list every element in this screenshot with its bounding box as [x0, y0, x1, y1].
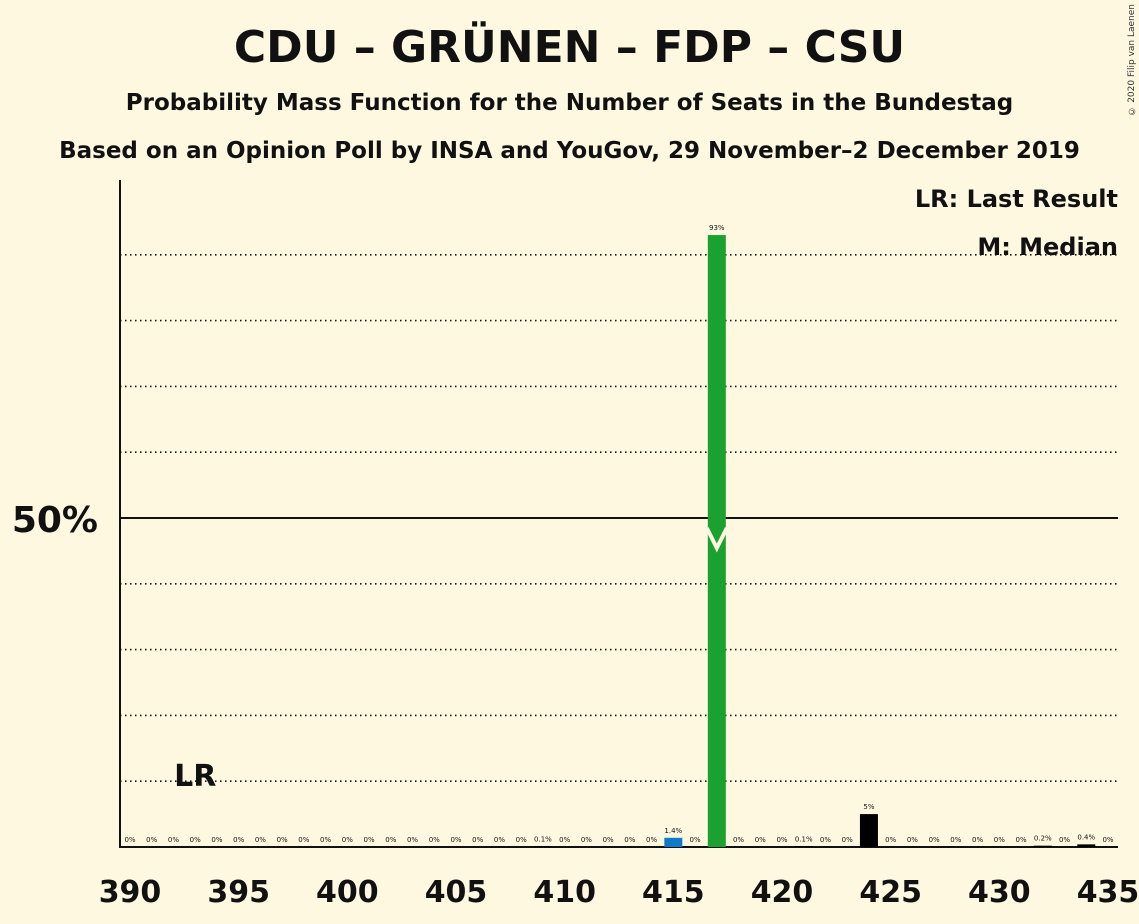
bar-label-427: 0%	[929, 836, 940, 844]
bar-417	[707, 235, 726, 847]
bar-label-411: 0%	[581, 836, 592, 844]
bar-label-397: 0%	[277, 836, 288, 844]
x-tick-label-415: 415	[642, 875, 705, 910]
bar-label-395: 0%	[233, 836, 244, 844]
bar-label-406: 0%	[472, 836, 483, 844]
chart-title: CDU – GRÜNEN – FDP – CSU	[233, 22, 906, 73]
bar-label-390: 0%	[124, 836, 135, 844]
legend-median: M: Median	[977, 233, 1118, 261]
bar-label-422: 0%	[820, 836, 831, 844]
bar-434	[1077, 844, 1096, 847]
bar-label-408: 0%	[516, 836, 527, 844]
x-tick-label-410: 410	[533, 875, 596, 910]
bar-label-429: 0%	[972, 836, 983, 844]
bar-label-425: 0%	[885, 836, 896, 844]
bar-label-419: 0%	[755, 836, 766, 844]
bar-label-432: 0.2%	[1034, 835, 1052, 843]
bar-label-403: 0%	[407, 836, 418, 844]
bar-label-418: 0%	[733, 836, 744, 844]
bar-label-428: 0%	[950, 836, 961, 844]
bar-label-394: 0%	[211, 836, 222, 844]
bar-label-393: 0%	[190, 836, 201, 844]
x-tick-label-435: 435	[1077, 875, 1139, 910]
bar-label-401: 0%	[364, 836, 375, 844]
bar-label-392: 0%	[168, 836, 179, 844]
bar-424	[859, 814, 878, 847]
bar-label-431: 0%	[1016, 836, 1027, 844]
x-tick-label-400: 400	[316, 875, 379, 910]
chart-source: Based on an Opinion Poll by INSA and You…	[59, 138, 1080, 164]
bar-label-402: 0%	[385, 836, 396, 844]
x-tick-label-390: 390	[99, 875, 162, 910]
bar-label-424: 5%	[863, 803, 874, 811]
bar-label-415: 1.4%	[664, 827, 682, 835]
bar-label-421: 0.1%	[795, 835, 813, 843]
bar-label-413: 0%	[624, 836, 635, 844]
last-result-marker: LR	[174, 759, 216, 794]
bar-label-426: 0%	[907, 836, 918, 844]
bar-label-404: 0%	[429, 836, 440, 844]
median-marker	[705, 527, 729, 553]
bar-label-430: 0%	[994, 836, 1005, 844]
bar-409	[533, 846, 552, 847]
bar-432	[1033, 845, 1052, 847]
x-tick-label-430: 430	[968, 875, 1031, 910]
bar-421	[794, 846, 813, 847]
x-tick-label-395: 395	[207, 875, 270, 910]
bar-label-400: 0%	[342, 836, 353, 844]
bar-label-398: 0%	[298, 836, 309, 844]
bar-label-423: 0%	[842, 836, 853, 844]
bar-label-434: 0.4%	[1077, 833, 1095, 841]
bar-label-405: 0%	[450, 836, 461, 844]
bar-label-412: 0%	[603, 836, 614, 844]
x-tick-label-405: 405	[425, 875, 488, 910]
x-tick-label-420: 420	[751, 875, 814, 910]
bar-label-416: 0%	[690, 836, 701, 844]
bar-label-410: 0%	[559, 836, 570, 844]
bar-label-417: 93%	[709, 224, 725, 232]
bar-label-409: 0.1%	[534, 835, 552, 843]
bar-label-433: 0%	[1059, 836, 1070, 844]
bar-label-396: 0%	[255, 836, 266, 844]
bar-label-407: 0%	[494, 836, 505, 844]
legend-last-result: LR: Last Result	[914, 185, 1118, 213]
bar-label-420: 0%	[776, 836, 787, 844]
y-tick-label: 50%	[12, 500, 98, 541]
bar-label-391: 0%	[146, 836, 157, 844]
x-tick-label-425: 425	[859, 875, 922, 910]
bar-label-399: 0%	[320, 836, 331, 844]
bar-label-435: 0%	[1102, 836, 1113, 844]
bar-label-414: 0%	[646, 836, 657, 844]
chart-subtitle: Probability Mass Function for the Number…	[125, 90, 1014, 116]
bar-415	[664, 837, 683, 847]
